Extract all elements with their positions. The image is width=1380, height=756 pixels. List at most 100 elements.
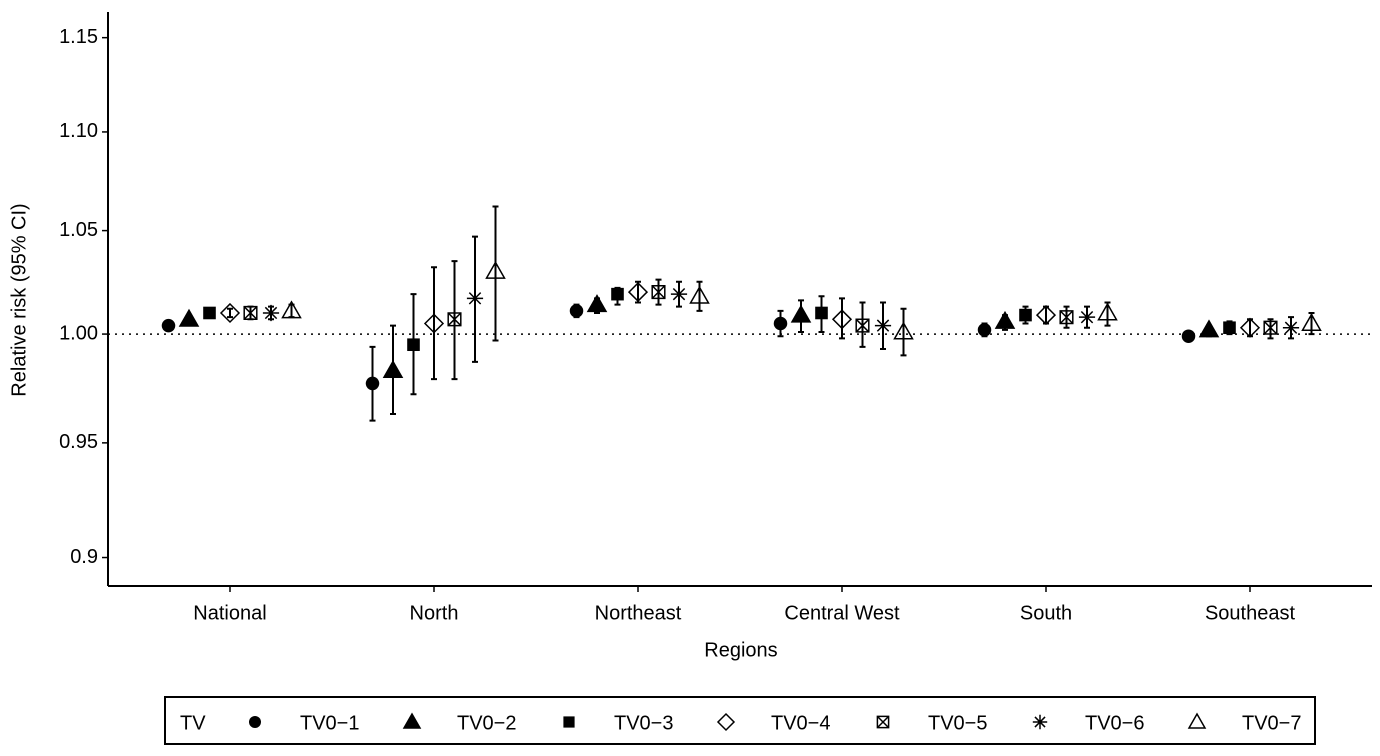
marker [627,282,649,303]
marker [178,308,200,327]
y-axis-label: Relative risk (95% CI) [8,203,30,396]
marker [773,316,788,331]
x-tick-label: National [193,602,266,624]
marker [1198,319,1220,338]
marker [161,318,176,333]
legend-label: TV0−7 [1242,712,1301,734]
marker-shape [611,287,624,301]
marker-shape [1181,329,1196,343]
marker [402,712,422,729]
marker-shape [1035,305,1057,326]
marker-shape [876,715,890,729]
y-tick-label: 0.95 [59,431,98,453]
y-tick-label: 1.10 [59,120,98,142]
marker [382,359,404,378]
marker [1301,312,1322,331]
legend-title: TV [180,712,206,734]
marker [1078,309,1096,326]
marker-shape [670,286,688,303]
marker-shape [1187,712,1207,729]
marker [1035,305,1057,326]
marker-shape [382,359,404,378]
legend-label: TV0−3 [614,712,673,734]
marker [1282,319,1300,336]
marker [689,285,710,304]
y-tick-label: 1.00 [59,322,98,344]
error-bar [431,266,437,381]
marker-shape [1097,302,1118,321]
marker-shape [178,308,200,327]
marker-shape [1032,714,1048,730]
error-bar [492,205,499,342]
marker [893,321,914,340]
marker-shape [402,712,422,729]
marker-shape [1282,319,1300,336]
marker [249,716,261,728]
marker [855,318,870,333]
marker [977,323,992,337]
marker [611,287,624,301]
marker [203,306,216,320]
marker [1181,329,1196,343]
marker [447,312,462,327]
marker-shape [1223,321,1236,335]
marker [876,715,890,729]
x-tick-label: Central West [784,602,900,624]
marker [219,302,241,324]
marker-shape [831,309,853,330]
marker [569,304,584,318]
marker [407,338,420,352]
marker-shape [262,304,280,322]
x-tick-label: South [1020,602,1072,624]
marker [1059,310,1074,325]
marker [365,376,380,391]
marker [790,304,812,323]
marker-shape [1198,319,1220,338]
marker [716,712,736,732]
marker-shape [874,317,892,334]
marker [586,294,608,313]
marker-shape [423,313,445,334]
y-tick-label: 1.15 [59,26,98,48]
y-tick-label: 0.9 [70,546,98,568]
marker [1239,317,1261,338]
marker-shape [365,376,380,391]
marker [262,304,280,322]
marker [670,286,688,303]
error-bar [635,280,641,304]
error-bar [1267,318,1274,340]
marker-shape [1078,309,1096,326]
marker [1097,302,1118,321]
error-bar [839,297,845,340]
marker [831,309,853,330]
marker-shape [1059,310,1074,325]
marker-shape [161,318,176,333]
legend-label: TV0−6 [1085,712,1144,734]
x-tick-label: Southeast [1205,602,1296,624]
marker-shape [569,304,584,318]
marker-shape [447,312,462,327]
marker [423,313,445,334]
marker-shape [1263,320,1278,335]
marker [1032,714,1048,730]
marker-shape [790,304,812,323]
marker-shape [977,323,992,337]
marker-shape [627,282,649,303]
error-bar [1104,301,1111,327]
marker-shape [689,285,710,304]
marker-shape [466,290,484,307]
marker-shape [1019,308,1032,322]
marker [1223,321,1236,335]
y-tick-label: 1.05 [59,219,98,241]
legend-label: TV0−1 [300,712,359,734]
marker [815,306,828,320]
marker-shape [716,712,736,732]
marker-shape [249,716,261,728]
marker [243,305,258,321]
marker [466,290,484,307]
legend-label: TV0−2 [457,712,516,734]
marker-shape [407,338,420,352]
marker-shape [219,302,241,324]
marker-shape [586,294,608,313]
marker-shape [281,300,302,319]
